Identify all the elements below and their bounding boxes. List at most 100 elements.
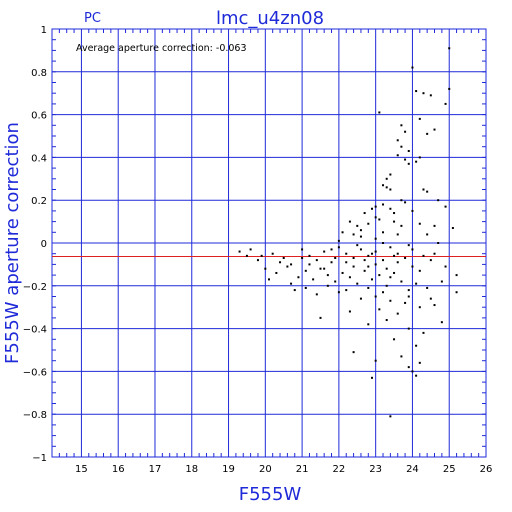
y-tick-label: −0.6 [23,367,47,378]
data-point [374,216,377,219]
y-tick-label: −0.4 [23,325,47,336]
data-point [393,220,396,223]
chart-tag: PC [84,11,101,26]
data-point [418,306,421,309]
data-point [359,297,362,300]
data-point [382,231,385,234]
data-point [326,284,329,287]
data-point [400,355,403,358]
data-point [444,102,447,105]
data-point [389,299,392,302]
data-point [422,254,425,257]
data-point [400,224,403,227]
data-point [304,269,307,272]
data-point [385,284,388,287]
data-point [323,250,326,253]
data-point [389,207,392,210]
data-point [415,374,418,377]
y-tick-label: 1 [41,25,47,36]
x-tick-label: 21 [296,464,309,475]
data-point [337,291,340,294]
x-tick-labels: 15 16 17 18 19 20 21 22 23 24 25 26 [75,464,492,475]
x-tick-label: 22 [333,464,346,475]
plot-frame [51,28,487,458]
data-point [396,261,399,264]
data-point [426,286,429,289]
data-point [382,259,385,262]
data-point [396,154,399,157]
data-point [293,289,296,292]
data-point [334,280,337,283]
data-point [271,252,274,255]
data-point [374,250,377,253]
data-point [345,252,348,255]
data-point [319,316,322,319]
x-tick-label: 18 [185,464,198,475]
data-point [393,212,396,215]
data-point [341,231,344,234]
y-tick-label: 0.6 [31,111,47,122]
data-point [426,190,429,193]
data-point [359,235,362,238]
data-point [422,331,425,334]
data-point [385,186,388,189]
y-tick-label: 0.2 [31,196,47,207]
data-point [378,111,381,114]
data-point [444,265,447,268]
data-point [356,224,359,227]
data-point [367,254,370,257]
x-tick-label: 23 [369,464,382,475]
data-point [319,267,322,270]
data-point [407,327,410,330]
data-point [407,162,410,165]
data-point [429,94,432,97]
data-point [418,222,421,225]
data-point [275,271,278,274]
data-point [330,261,333,264]
data-point [367,323,370,326]
x-tick-label: 17 [149,464,162,475]
data-point [393,271,396,274]
data-points [238,47,458,418]
data-point [404,301,407,304]
y-tick-label: −1 [32,453,47,464]
data-point [370,207,373,210]
data-point [312,278,315,281]
data-point [374,359,377,362]
data-point [359,229,362,232]
data-point [382,291,385,294]
y-tick-label: 0.8 [31,68,47,79]
data-point [396,139,399,142]
data-point [348,276,351,279]
data-point [389,173,392,176]
data-point [411,265,414,268]
data-point [382,203,385,206]
data-point [348,310,351,313]
data-point [363,212,366,215]
data-point [245,254,248,257]
data-point [448,47,451,50]
data-point [367,265,370,268]
x-tick-label: 24 [406,464,419,475]
data-point [382,184,385,187]
data-point [429,259,432,262]
data-point [249,248,252,251]
data-point [374,237,377,240]
data-point [378,308,381,311]
grid [52,29,486,457]
data-point [422,188,425,191]
data-point [400,124,403,127]
data-point [352,351,355,354]
data-point [396,233,399,236]
data-point [363,259,366,262]
data-point [407,295,410,298]
data-point [411,248,414,251]
x-tick-label: 26 [480,464,493,475]
data-point [407,149,410,152]
x-tick-label: 25 [443,464,456,475]
x-tick-label: 20 [259,464,272,475]
y-tick-label: −0.2 [23,282,47,293]
data-point [407,244,410,247]
data-point [393,338,396,341]
